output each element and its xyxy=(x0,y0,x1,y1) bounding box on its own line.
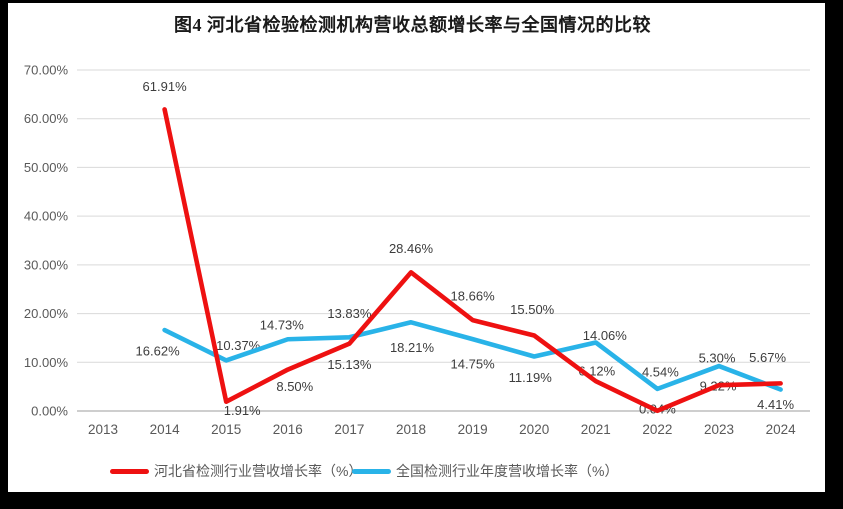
national-data-label: 14.75% xyxy=(451,357,496,372)
hebei-data-label: 18.66% xyxy=(451,289,496,304)
y-axis-label: 0.00% xyxy=(31,404,68,419)
y-axis-label: 10.00% xyxy=(24,355,69,370)
x-axis-label: 2017 xyxy=(334,422,364,437)
y-axis-label: 60.00% xyxy=(24,111,69,126)
x-axis-label: 2016 xyxy=(273,422,303,437)
legend-label-hebei: 河北省检测行业营收增长率（%） xyxy=(154,463,363,479)
x-axis-label: 2022 xyxy=(642,422,672,437)
national-data-label: 18.21% xyxy=(390,340,435,355)
y-axis-label: 20.00% xyxy=(24,306,69,321)
hebei-data-label: 15.50% xyxy=(510,302,555,317)
legend-label-national: 全国检测行业年度营收增长率（%） xyxy=(396,463,619,479)
national-data-label: 4.54% xyxy=(642,364,679,379)
y-axis-label: 40.00% xyxy=(24,209,69,224)
hebei-data-label: 28.46% xyxy=(389,241,434,256)
hebei-data-label: 5.30% xyxy=(699,351,736,366)
national-data-label: 16.62% xyxy=(136,344,181,359)
hebei-series-line xyxy=(162,107,783,414)
x-axis-label: 2024 xyxy=(766,422,797,437)
x-axis-label: 2014 xyxy=(150,422,181,437)
hebei-data-label: 61.91% xyxy=(143,79,188,94)
hebei-data-label: 8.50% xyxy=(276,379,313,394)
national-data-label: 4.41% xyxy=(757,397,794,412)
legend-item-hebei: 河北省检测行业营收增长率（%） xyxy=(110,462,362,480)
national-data-label: 15.13% xyxy=(327,357,372,372)
x-axis-label: 2013 xyxy=(88,422,118,437)
national-data-label: 11.19% xyxy=(509,370,553,385)
hebei-data-label: 5.67% xyxy=(749,350,786,365)
x-axis-label: 2020 xyxy=(519,422,549,437)
x-axis-label: 2023 xyxy=(704,422,734,437)
x-axis-label: 2015 xyxy=(211,422,241,437)
x-axis-label: 2021 xyxy=(581,422,611,437)
national-line-swatch xyxy=(352,468,391,474)
national-data-label: 10.37% xyxy=(216,338,261,353)
y-axis-label: 70.00% xyxy=(24,63,69,78)
x-axis-label: 2018 xyxy=(396,422,426,437)
national-data-label: 14.06% xyxy=(583,328,628,343)
national-data-label: 14.73% xyxy=(260,318,305,333)
y-axis-label: 50.00% xyxy=(24,160,69,175)
hebei-line-swatch xyxy=(110,468,149,474)
x-axis-label: 2019 xyxy=(458,422,488,437)
y-axis-label: 30.00% xyxy=(24,257,69,272)
hebei-data-label: 1.91% xyxy=(224,403,261,418)
national-series-line xyxy=(162,319,783,392)
chart-title: 图4 河北省检验检测机构营收总额增长率与全国情况的比较 xyxy=(174,15,651,35)
legend-item-national: 全国检测行业年度营收增长率（%） xyxy=(352,462,618,480)
hebei-data-label: 13.83% xyxy=(327,306,372,321)
